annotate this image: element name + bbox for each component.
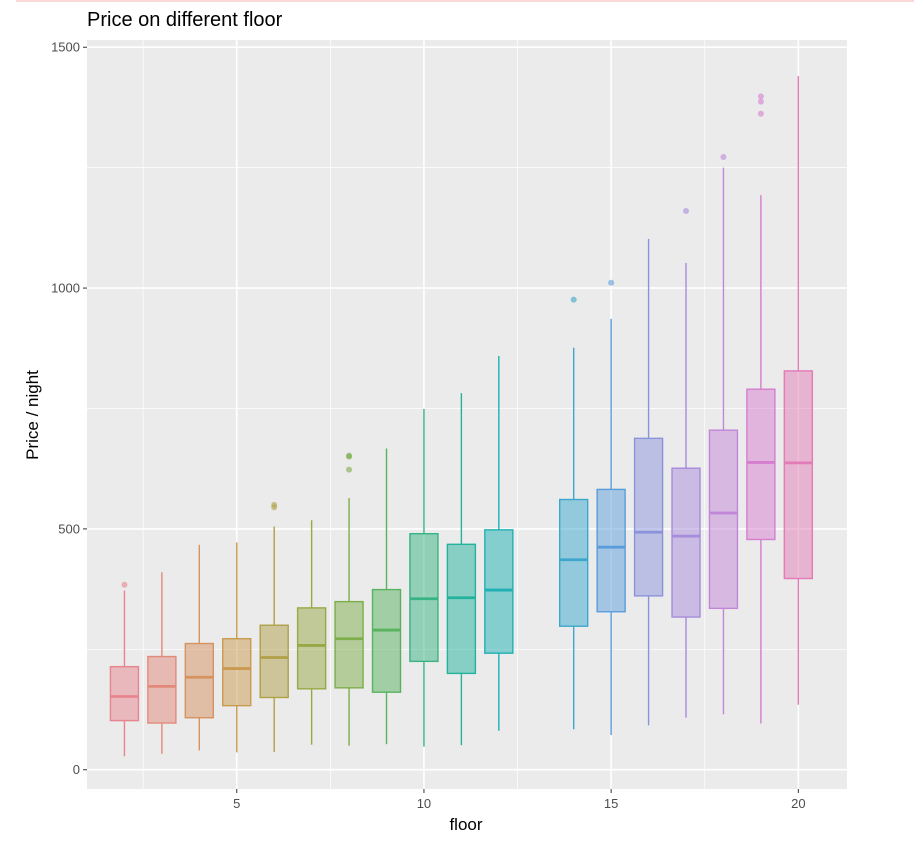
outlier-8-2 [346, 452, 353, 459]
box-rect-12 [484, 529, 514, 654]
box-rect-20 [783, 370, 814, 580]
outlier-8-0 [346, 466, 353, 473]
outlier-14-0 [570, 296, 577, 303]
box-rect-4 [184, 642, 215, 719]
box-rect-14 [558, 498, 589, 627]
outlier-15-0 [608, 279, 615, 286]
box-rect-3 [147, 655, 177, 724]
y-axis-label: Price / night [23, 370, 42, 460]
box-floor-7 [296, 520, 327, 745]
outlier-18-0 [720, 154, 727, 161]
x-axis-label: floor [449, 815, 482, 834]
box-floor-20 [783, 76, 814, 705]
box-floor-19 [746, 93, 776, 724]
x-tick-label-5: 5 [233, 796, 240, 811]
box-floor-10 [409, 408, 439, 747]
box-rect-15 [596, 488, 626, 613]
box-rect-19 [746, 388, 776, 541]
box-rect-16 [633, 437, 664, 597]
box-floor-16 [633, 238, 664, 726]
box-floor-3 [147, 572, 177, 754]
top-border-line [16, 0, 914, 2]
box-marks [109, 76, 814, 757]
box-floor-17 [671, 207, 701, 718]
y-tick-label-1000: 1000 [51, 281, 80, 296]
outlier-19-1 [757, 98, 764, 105]
box-floor-12 [484, 355, 514, 731]
y-tick-label-0: 0 [73, 762, 80, 777]
box-floor-18 [708, 154, 739, 715]
outlier-19-0 [757, 110, 764, 117]
box-rect-11 [446, 543, 477, 675]
box-rect-7 [296, 607, 327, 690]
box-rect-2 [109, 665, 140, 722]
chart-title: Price on different floor [87, 9, 283, 31]
box-floor-8 [334, 452, 364, 746]
box-rect-18 [708, 429, 739, 610]
axes: 0 500 1000 1500 5 10 15 20 [51, 40, 805, 811]
outlier-2-0 [121, 581, 128, 588]
outlier-17-0 [683, 207, 690, 214]
box-floor-5 [222, 542, 252, 753]
box-floor-4 [184, 544, 215, 751]
box-rect-8 [334, 600, 364, 689]
box-floor-11 [446, 393, 477, 746]
x-tick-label-10: 10 [417, 796, 431, 811]
x-tick-label-20: 20 [791, 796, 805, 811]
y-tick-label-500: 500 [58, 521, 80, 536]
box-floor-15 [596, 279, 626, 736]
x-tick-label-15: 15 [604, 796, 618, 811]
box-rect-17 [671, 467, 701, 618]
box-rect-6 [259, 624, 289, 699]
box-floor-6 [259, 501, 289, 752]
box-floor-9 [371, 448, 402, 745]
outlier-19-2 [757, 93, 764, 100]
box-rect-9 [371, 588, 402, 693]
box-floor-2 [109, 581, 140, 757]
outlier-6-1 [271, 501, 278, 508]
box-floor-14 [558, 296, 589, 730]
y-tick-label-1500: 1500 [51, 40, 80, 55]
box-rect-5 [222, 638, 252, 707]
